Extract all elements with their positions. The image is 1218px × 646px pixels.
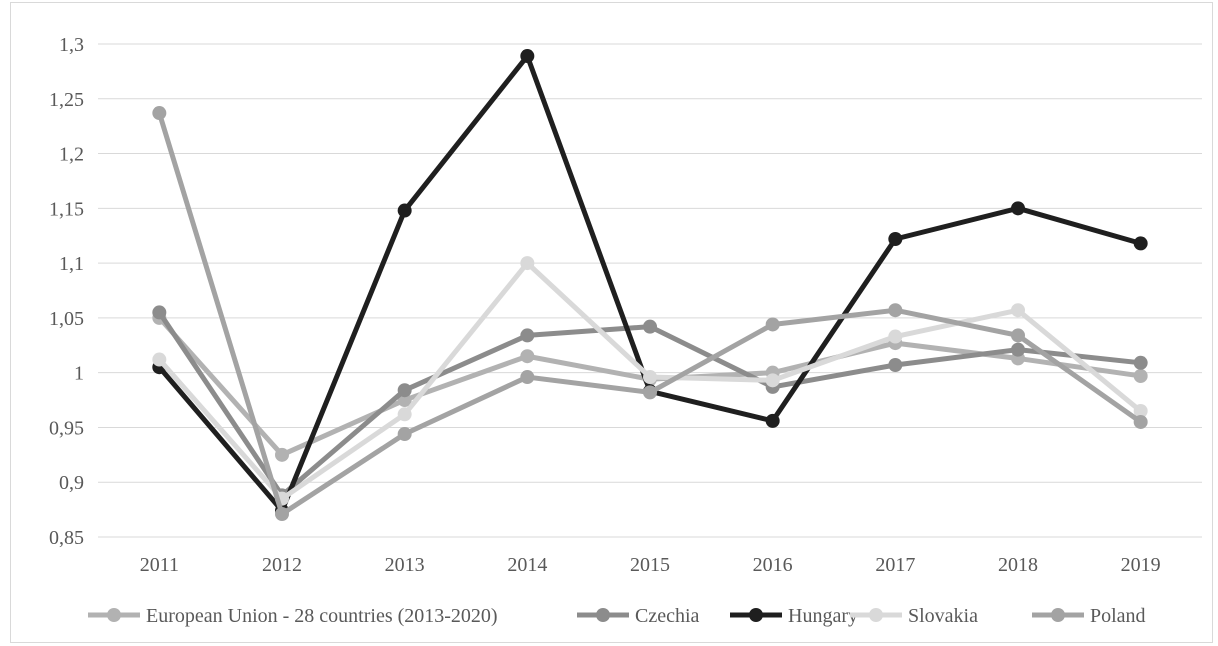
y-tick-label: 1,3 [59, 34, 84, 56]
x-tick-label: 2015 [630, 554, 670, 576]
data-point [152, 352, 167, 367]
data-point [152, 305, 167, 320]
data-point [397, 407, 412, 422]
data-point [520, 328, 535, 343]
data-point [397, 383, 412, 398]
y-tick-label: 1,25 [49, 89, 84, 111]
legend-label: Hungary [788, 605, 858, 627]
series-lines [152, 49, 1148, 521]
data-point [888, 303, 903, 318]
x-tick-label: 2014 [507, 554, 547, 576]
data-point [765, 317, 780, 332]
series-line [156, 309, 1144, 498]
data-point [1133, 355, 1148, 370]
series-2 [152, 305, 1148, 503]
data-point [888, 329, 903, 344]
series-5 [152, 106, 1148, 521]
data-point [643, 319, 657, 334]
data-point [520, 349, 535, 364]
legend-item: Slovakia [850, 605, 978, 627]
legend-label: Poland [1090, 605, 1146, 627]
legend-swatch-marker [749, 608, 763, 622]
legend-label: European Union - 28 countries (2013-2020… [146, 605, 498, 627]
y-tick-label: 1,1 [59, 253, 84, 275]
data-point [1133, 404, 1148, 419]
legend-item: Czechia [577, 605, 700, 627]
y-tick-label: 1,05 [49, 308, 84, 330]
data-point [520, 49, 535, 64]
legend-swatch-marker [1051, 608, 1065, 622]
data-point [152, 106, 167, 121]
legend-item: Poland [1032, 605, 1146, 627]
data-point [1011, 201, 1025, 216]
y-axis-tick-labels: 0,85 0,9 0,95 1 1,05 1,1 1,15 1,2 1,25 1,3 [49, 34, 84, 549]
data-point [275, 447, 289, 462]
data-point [643, 370, 657, 385]
x-tick-label: 2011 [140, 554, 179, 576]
legend-label: Slovakia [908, 605, 978, 627]
data-point [1133, 236, 1148, 251]
x-axis-tick-labels: 2011 2012 2013 2014 2015 2016 2017 2018 2019 [140, 554, 1161, 576]
y-tick-label: 0,95 [49, 417, 84, 439]
legend-label: Czechia [635, 605, 700, 627]
x-tick-label: 2012 [262, 554, 302, 576]
data-point [520, 256, 535, 271]
x-tick-label: 2017 [875, 554, 915, 576]
data-point [765, 373, 780, 388]
legend-swatch-marker [596, 608, 610, 622]
data-point [397, 427, 412, 442]
y-tick-label: 0,9 [59, 472, 84, 494]
series-4 [152, 256, 1148, 506]
data-point [275, 506, 289, 521]
x-tick-label: 2018 [998, 554, 1038, 576]
data-point [520, 370, 535, 385]
chart-area [10, 2, 1213, 643]
y-tick-label: 1 [74, 363, 84, 385]
data-point [397, 393, 412, 408]
x-tick-label: 2013 [385, 554, 425, 576]
y-tick-label: 1,2 [59, 144, 84, 166]
y-tick-label: 0,85 [49, 527, 84, 549]
data-point [397, 203, 412, 218]
data-point [1011, 342, 1025, 357]
legend-swatch-marker [107, 608, 121, 622]
data-point [643, 385, 657, 400]
data-point [1011, 303, 1025, 318]
y-tick-label: 1,15 [49, 198, 84, 220]
data-point [888, 232, 903, 247]
data-point [888, 357, 903, 372]
data-point [1133, 414, 1148, 429]
legend: European Union - 28 countries (2013-2020… [88, 605, 1146, 627]
gridlines [98, 43, 1202, 538]
data-point [765, 413, 780, 428]
data-point [1011, 328, 1025, 343]
legend-item: Hungary [730, 605, 858, 627]
x-tick-label: 2016 [753, 554, 793, 576]
legend-swatch-marker [869, 608, 883, 622]
legend-item: European Union - 28 countries (2013-2020… [88, 605, 498, 627]
data-point [1133, 368, 1148, 383]
x-tick-label: 2019 [1121, 554, 1161, 576]
